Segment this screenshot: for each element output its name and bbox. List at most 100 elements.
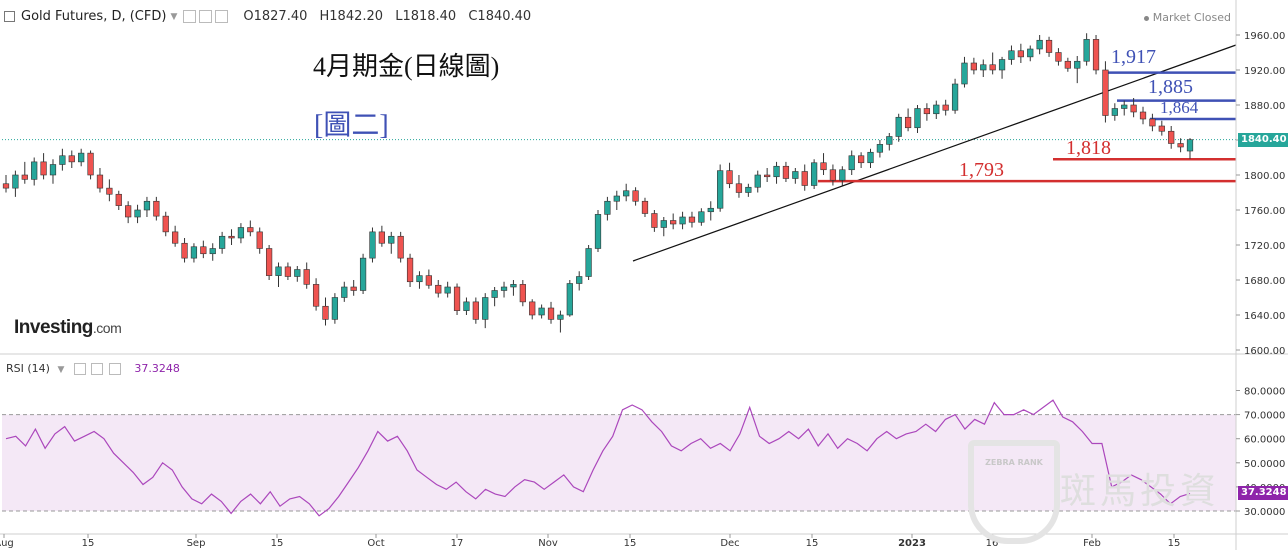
candle: [904, 108, 912, 132]
candle: [59, 148, 66, 171]
candle: [237, 223, 245, 244]
candle: [660, 217, 667, 237]
rsi-tick-label: 30.0000: [1244, 507, 1285, 518]
candle-body: [801, 171, 808, 186]
candle: [970, 57, 977, 75]
candle: [942, 99, 949, 116]
candle: [811, 159, 818, 189]
rsi-close-icon[interactable]: [108, 363, 121, 375]
candle: [914, 105, 921, 133]
chart-annotation-title: 4月期金(日線圖): [313, 52, 500, 81]
candle-body: [1064, 60, 1071, 69]
rsi-eye-icon[interactable]: [73, 363, 86, 375]
candle: [350, 280, 357, 296]
candle: [961, 56, 968, 88]
candle: [829, 164, 837, 186]
candle: [754, 170, 761, 193]
instrument-title[interactable]: Gold Futures, D, (CFD): [21, 9, 167, 24]
level-label-1864: 1,864: [1160, 98, 1199, 117]
candle: [670, 213, 677, 230]
candle-body: [867, 151, 874, 164]
level-label-1917: 1,917: [1111, 46, 1156, 68]
candle-body: [632, 190, 639, 202]
candle: [1074, 56, 1081, 84]
candle-body: [839, 169, 846, 181]
rsi-label[interactable]: RSI (14): [6, 362, 50, 375]
candle-body: [1130, 104, 1137, 113]
candle: [989, 52, 996, 75]
zebra-rank-logo: ZEBRA RANK: [968, 440, 1060, 544]
candle: [1121, 100, 1128, 116]
collapse-icon[interactable]: [4, 11, 15, 22]
status-dot-icon: [1143, 15, 1149, 21]
candle-body: [200, 246, 207, 255]
candle: [228, 229, 235, 245]
candle: [1083, 33, 1090, 66]
candle-body: [463, 301, 470, 311]
candle: [87, 150, 94, 180]
chevron-down-icon[interactable]: ▼: [170, 11, 178, 22]
candles: [2, 33, 1194, 333]
candle: [1055, 48, 1062, 66]
candle-body: [848, 155, 855, 171]
candle: [2, 175, 10, 193]
candle-body: [529, 301, 536, 316]
candle-body: [1055, 52, 1062, 62]
candle-body: [604, 200, 611, 215]
candle-body: [782, 165, 790, 179]
candle-body: [172, 231, 179, 244]
logo-main: Investing: [14, 317, 93, 338]
watermark-text: 斑馬投資: [1060, 471, 1221, 512]
candle-body: [78, 152, 85, 163]
candle: [632, 187, 639, 206]
candle-body: [1102, 69, 1109, 116]
horizontal-levels: [632, 44, 1237, 262]
candle-body: [660, 220, 667, 228]
rsi-settings-icon[interactable]: [91, 363, 104, 375]
level-label-1818: 1,818: [1066, 137, 1111, 159]
rsi-header: RSI (14) ▼ 37.3248: [6, 362, 180, 375]
candle-body: [1186, 139, 1194, 152]
candle-body: [12, 174, 19, 189]
candle: [839, 166, 846, 186]
candle-body: [256, 231, 263, 249]
candle: [1092, 35, 1100, 75]
candle-body: [1017, 50, 1024, 58]
candle: [49, 159, 57, 184]
candle-body: [21, 174, 28, 180]
candle-body: [435, 284, 442, 294]
candle-body: [115, 193, 122, 206]
candle-body: [792, 171, 799, 179]
candle: [604, 196, 611, 221]
settings-icon[interactable]: [199, 10, 213, 23]
candle-body: [623, 190, 630, 197]
candle: [801, 164, 808, 191]
rsi-chevron-down-icon[interactable]: ▼: [57, 365, 65, 375]
candle-body: [265, 248, 273, 276]
candle-body: [538, 307, 545, 316]
candle: [162, 211, 169, 237]
last-price-tag: 1840.40: [1238, 132, 1288, 147]
candle: [764, 168, 771, 182]
rsi-tick-label: 70.0000: [1244, 411, 1285, 422]
candle: [717, 164, 724, 212]
candle-body: [87, 152, 94, 176]
candle: [312, 278, 320, 311]
time-tick-label: 16: [986, 538, 999, 549]
candle: [886, 133, 893, 151]
candle: [923, 103, 931, 121]
candle: [1008, 45, 1015, 65]
candle-body: [143, 200, 151, 211]
close-icon[interactable]: [215, 10, 229, 23]
candle: [1045, 36, 1053, 57]
rsi-value-tag: 37.3248: [1238, 486, 1288, 501]
candle-body: [895, 116, 902, 137]
candle-body: [1045, 39, 1053, 53]
candle: [406, 253, 414, 287]
candle: [1139, 106, 1147, 125]
candle-body: [378, 231, 385, 244]
candle-body: [181, 242, 188, 259]
candle: [78, 148, 85, 167]
eye-icon[interactable]: [183, 10, 197, 23]
candle: [1017, 43, 1024, 63]
